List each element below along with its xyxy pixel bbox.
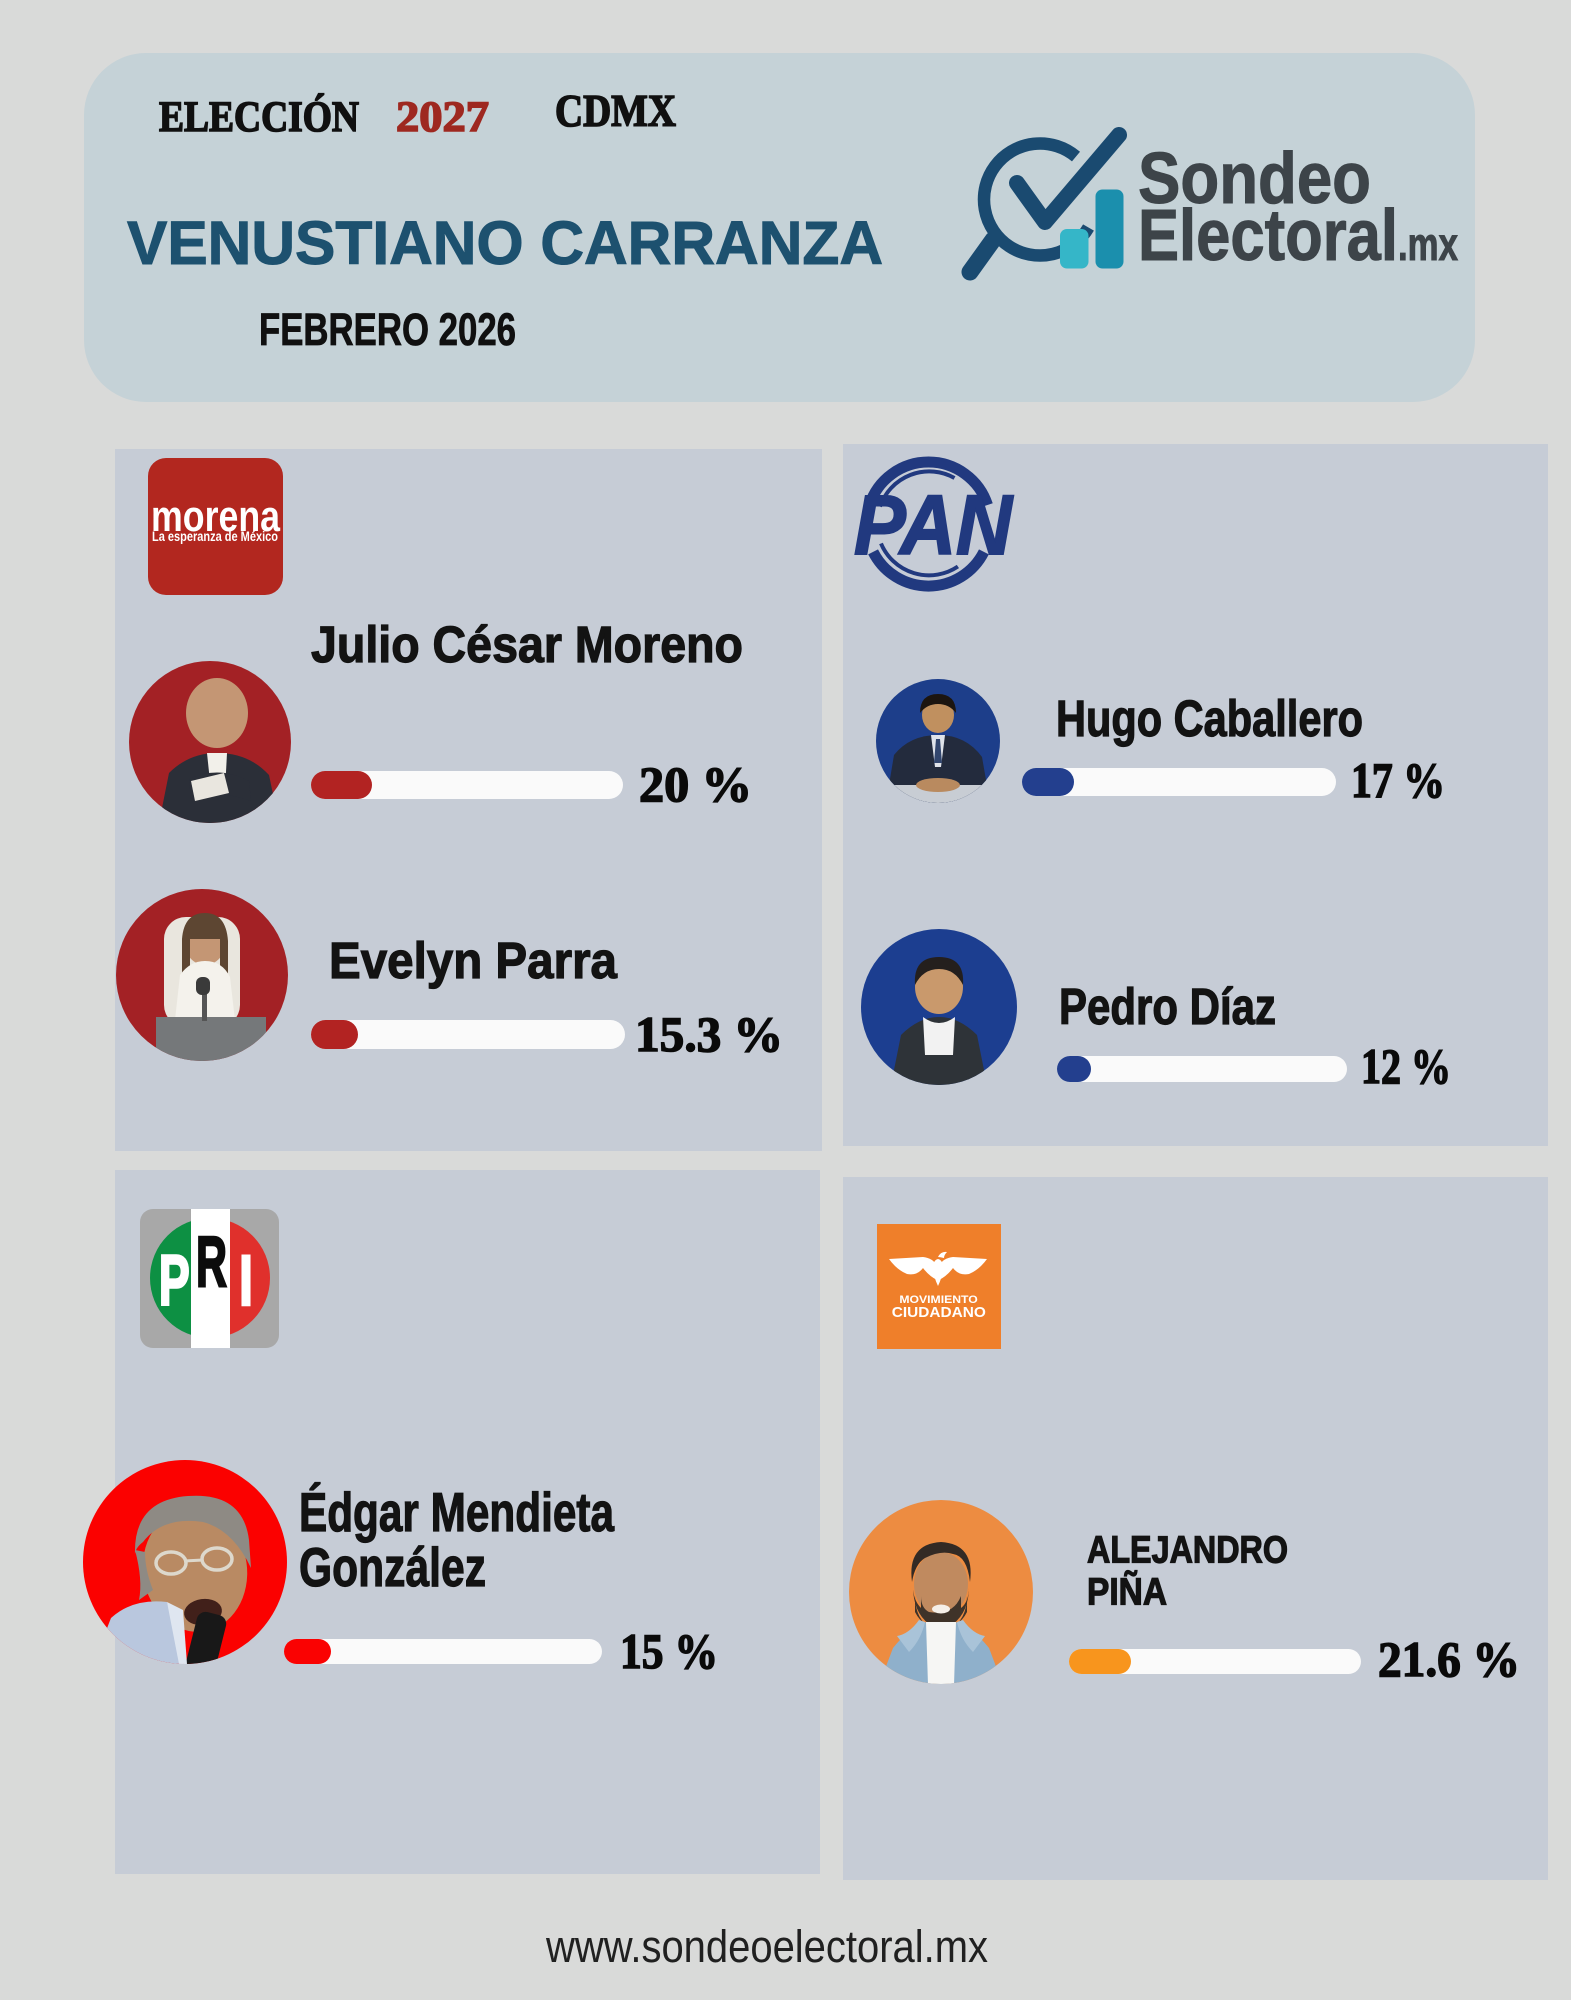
svg-text:MOVIMIENTO: MOVIMIENTO [899,1294,978,1306]
svg-text:Sondeo: Sondeo [1138,139,1371,219]
svg-text:20 %: 20 % [639,756,752,812]
svg-text:15.3 %: 15.3 % [635,1006,783,1062]
svg-text:21.6 %: 21.6 % [1378,1631,1520,1687]
svg-text:Hugo Caballero: Hugo Caballero [1056,690,1363,747]
svg-text:La esperanza de México: La esperanza de México [152,529,278,544]
svg-text:R: R [196,1223,227,1302]
svg-text:P: P [159,1242,190,1321]
svg-text:CIUDADANO: CIUDADANO [892,1304,986,1321]
svg-text:I: I [239,1242,253,1321]
svg-text:PIÑA: PIÑA [1087,1570,1167,1614]
svg-text:Evelyn Parra: Evelyn Parra [329,932,618,989]
svg-text:Electoral.mx: Electoral.mx [1138,196,1458,276]
svg-text:González: González [299,1536,486,1598]
svg-text:Édgar Mendieta: Édgar Mendieta [299,1481,614,1543]
svg-text:15 %: 15 % [620,1623,718,1679]
svg-text:CDMX: CDMX [555,86,676,136]
svg-text:12 %: 12 % [1361,1038,1451,1094]
svg-text:ELECCIÓN: ELECCIÓN [159,94,359,141]
svg-text:FEBRERO 2026: FEBRERO 2026 [259,304,516,355]
svg-text:www.sondeoelectoral.mx: www.sondeoelectoral.mx [545,1921,988,1972]
svg-text:ALEJANDRO: ALEJANDRO [1087,1530,1288,1572]
svg-text:morena: morena [151,492,280,541]
svg-text:17 %: 17 % [1351,752,1445,808]
svg-text:PAN: PAN [854,478,1014,572]
svg-text:2027: 2027 [396,94,489,141]
svg-text:VENUSTIANO CARRANZA: VENUSTIANO CARRANZA [127,209,883,277]
svg-text:Pedro Díaz: Pedro Díaz [1059,978,1276,1035]
svg-text:Julio César Moreno: Julio César Moreno [311,616,743,673]
